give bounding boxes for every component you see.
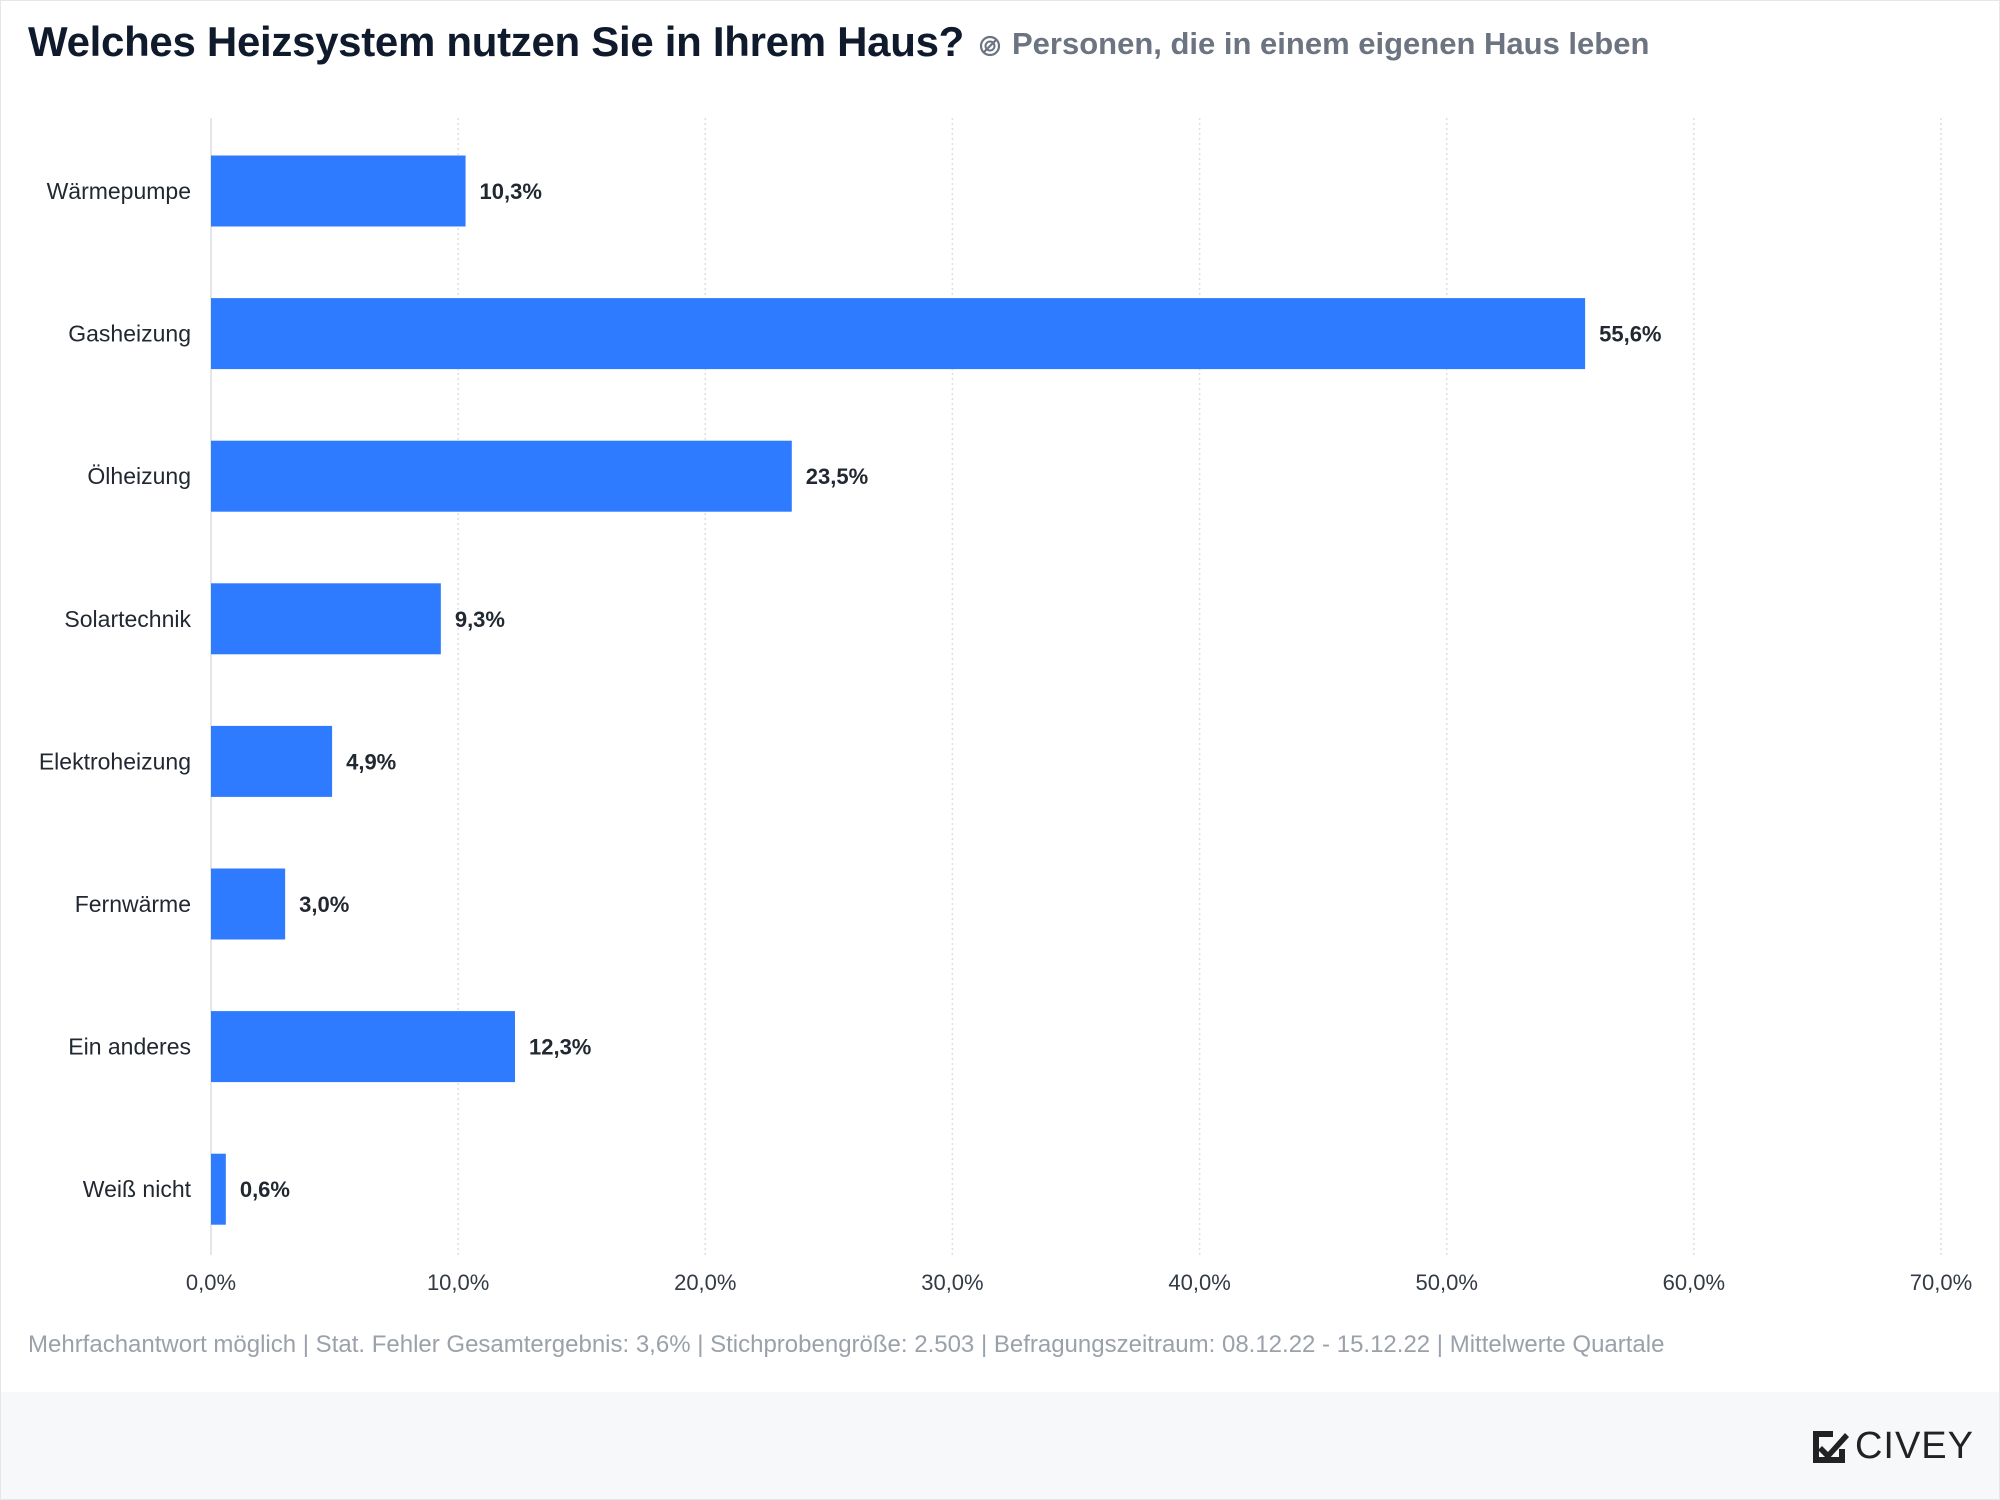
chart-title: Welches Heizsystem nutzen Sie in Ihrem H…	[28, 18, 964, 65]
value-label: 0,6%	[240, 1177, 290, 1202]
chart-header: Welches Heizsystem nutzen Sie in Ihrem H…	[28, 18, 1649, 66]
bar	[211, 155, 466, 227]
bar	[211, 440, 792, 512]
value-label: 12,3%	[529, 1035, 591, 1060]
x-tick-label: 70,0%	[1910, 1270, 1972, 1295]
x-tick-label: 30,0%	[921, 1270, 983, 1295]
bar	[211, 298, 1586, 370]
value-label: 4,9%	[346, 749, 396, 774]
filter-icon	[979, 35, 1001, 57]
value-label: 23,5%	[806, 464, 868, 489]
x-tick-label: 20,0%	[674, 1270, 736, 1295]
bar	[211, 1153, 226, 1225]
x-tick-label: 60,0%	[1663, 1270, 1725, 1295]
bar	[211, 1011, 515, 1083]
bar	[211, 868, 286, 940]
x-tick-label: 0,0%	[186, 1270, 236, 1295]
category-label: Gasheizung	[68, 321, 191, 347]
category-label: Wärmepumpe	[47, 178, 191, 204]
chart-subtitle: Personen, die in einem eigenen Haus lebe…	[1011, 26, 1650, 61]
value-label: 3,0%	[299, 892, 349, 917]
brand-logo[interactable]: CIVEY	[1809, 1425, 1974, 1468]
footnote: Mehrfachantwort möglich | Stat. Fehler G…	[28, 1331, 1665, 1358]
subtitle-group[interactable]: Personen, die in einem eigenen Haus lebe…	[978, 26, 1649, 62]
civey-check-icon	[1812, 1430, 1849, 1463]
x-tick-label: 40,0%	[1168, 1270, 1230, 1295]
x-tick-label: 10,0%	[427, 1270, 489, 1295]
category-label: Ölheizung	[87, 463, 191, 489]
category-label: Weiß nicht	[83, 1176, 192, 1202]
value-label: 9,3%	[455, 607, 505, 632]
category-label: Elektroheizung	[39, 748, 191, 774]
bar	[211, 583, 441, 655]
value-label: 55,6%	[1599, 322, 1661, 347]
footer-band	[1, 1392, 1999, 1499]
category-label: Ein anderes	[68, 1034, 191, 1060]
x-tick-label: 50,0%	[1416, 1270, 1478, 1295]
bar-chart: 0,0% 10,0% 20,0% 30,0% 40,0% 50,0% 60,0% 70,0% W…	[39, 118, 1972, 1295]
brand-name: CIVEY	[1854, 1425, 1974, 1467]
value-label: 10,3%	[480, 179, 542, 204]
category-label: Fernwärme	[75, 891, 191, 917]
bar	[211, 725, 333, 797]
category-label: Solartechnik	[64, 606, 191, 632]
